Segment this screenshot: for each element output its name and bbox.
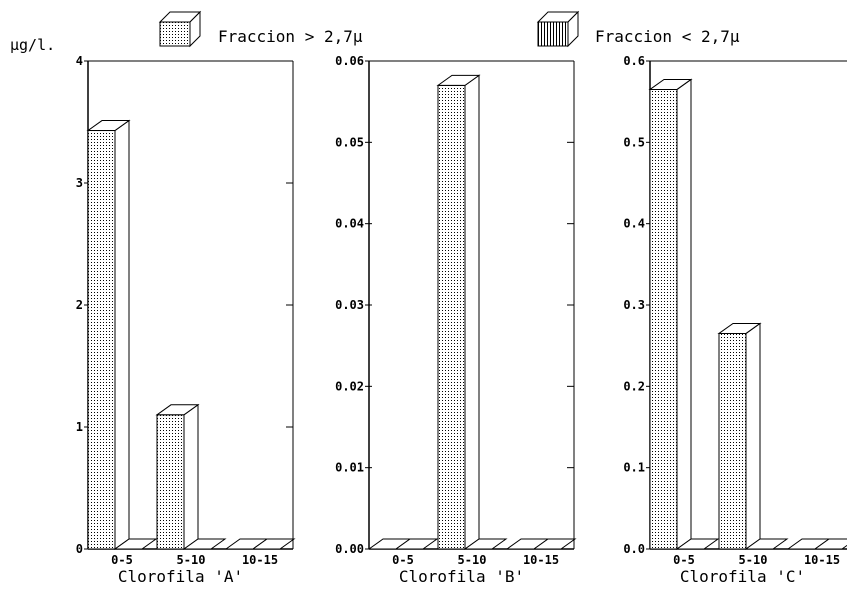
- bar-front: [156, 414, 185, 550]
- y-tick-label: 3: [76, 176, 83, 190]
- legend-swatch-dots: [158, 10, 202, 48]
- y-tick-label: 0: [76, 542, 83, 556]
- category-label: 5-10: [177, 553, 206, 567]
- bar-top: [717, 322, 762, 334]
- legend-label-fraction-large: Fraccion > 2,7µ: [218, 27, 363, 46]
- bar-side: [676, 78, 692, 550]
- bar: [155, 403, 200, 550]
- bar: [394, 538, 439, 550]
- bar-top: [182, 538, 227, 550]
- bar: [113, 538, 158, 550]
- bar-top: [436, 74, 481, 86]
- bar: [251, 538, 296, 550]
- y-tick-label: 0.3: [623, 298, 645, 312]
- category-label: 10-15: [242, 553, 278, 567]
- y-tick-label: 1: [76, 420, 83, 434]
- y-tick-label: 0.00: [335, 542, 364, 556]
- y-tick-label: 0.01: [335, 461, 364, 475]
- y-unit-label: µg/l.: [10, 36, 55, 54]
- category-label: 10-15: [804, 553, 840, 567]
- category-label: 10-15: [523, 553, 559, 567]
- bar-side: [114, 119, 130, 550]
- bar: [182, 538, 227, 550]
- category-label: 0-5: [392, 553, 414, 567]
- category-label: 5-10: [739, 553, 768, 567]
- category-label: 0-5: [111, 553, 133, 567]
- bar-top: [86, 120, 131, 132]
- y-tick-label: 4: [76, 54, 83, 68]
- y-tick-label: 0.03: [335, 298, 364, 312]
- y-tick-label: 0.4: [623, 217, 645, 231]
- bar-top: [251, 538, 296, 550]
- chart-panel-3: 0.0 0.1 0.2 0.3 0.4 0.5 0.6 0-5 5-10 10-15Clorofi…: [623, 54, 847, 586]
- y-tick-label: 0.06: [335, 54, 364, 68]
- bar: [436, 74, 481, 550]
- y-tick-label: 0.2: [623, 379, 645, 393]
- bar-top: [155, 404, 200, 416]
- bar: [86, 119, 131, 550]
- category-label: 0-5: [673, 553, 695, 567]
- bar: [675, 538, 720, 550]
- bar-top: [113, 538, 158, 550]
- bar: [813, 538, 847, 550]
- bar: [532, 538, 577, 550]
- y-tick-label: 0.04: [335, 217, 364, 231]
- y-tick-label: 0.0: [623, 542, 645, 556]
- bar-top: [394, 538, 439, 550]
- chart-panel-2: 0.00 0.01 0.02 0.03 0.04 0.05 0.06 0-5 5-10 10-15…: [335, 54, 577, 586]
- x-axis-label: Clorofila 'B': [399, 567, 524, 586]
- bar: [648, 78, 693, 550]
- y-tick-label: 2: [76, 298, 83, 312]
- bar: [717, 322, 762, 550]
- x-axis-label: Clorofila 'A': [118, 567, 243, 586]
- bar-top: [463, 538, 508, 550]
- bar-front: [718, 332, 747, 550]
- bar-side: [464, 74, 480, 550]
- legend: Fraccion > 2,7µ Fraccion < 2,7µ: [158, 10, 740, 48]
- bar-top: [532, 538, 577, 550]
- category-label: 5-10: [458, 553, 487, 567]
- bar-top: [813, 538, 847, 550]
- bar: [463, 538, 508, 550]
- y-tick-label: 0.02: [335, 379, 364, 393]
- y-tick-label: 0.1: [623, 461, 645, 475]
- x-axis-label: Clorofila 'C': [680, 567, 805, 586]
- bar-front: [649, 88, 678, 550]
- bar-top: [744, 538, 789, 550]
- legend-label-fraction-small: Fraccion < 2,7µ: [595, 27, 740, 46]
- y-tick-label: 0.6: [623, 54, 645, 68]
- bar-side: [183, 403, 199, 550]
- y-tick-label: 0.05: [335, 135, 364, 149]
- bar-front: [87, 130, 116, 550]
- bar-top: [648, 78, 693, 90]
- bar: [744, 538, 789, 550]
- bar-top: [675, 538, 720, 550]
- y-tick-label: 0.5: [623, 135, 645, 149]
- bar-side: [745, 322, 761, 550]
- bar-front: [437, 84, 466, 550]
- legend-swatch-vlines: [536, 10, 580, 48]
